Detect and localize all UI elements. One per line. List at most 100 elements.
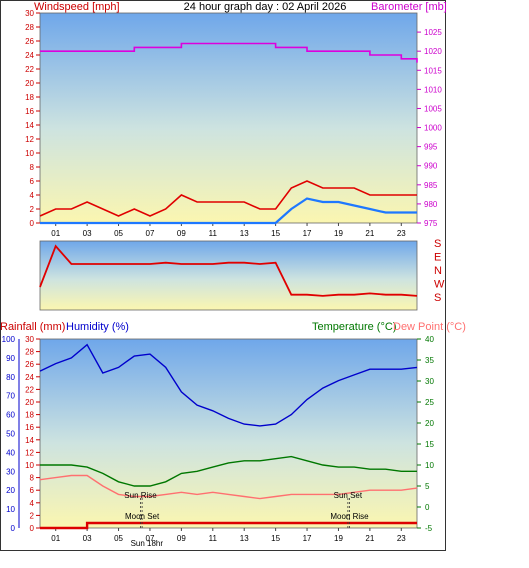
windspeed-tick-label: 4 [30,191,35,200]
rainfall-tick-label: 24 [25,373,34,382]
rainfall-tick-label: 10 [25,461,34,470]
hour-tick-label: 09 [177,534,186,543]
direction-label: N [434,265,442,277]
humidity-tick-label: 50 [6,430,15,439]
temperature-ticks: -5 0 5 10 15 20 25 30 35 40 [417,335,434,533]
direction-series [39,244,418,297]
windspeed-tick-label: 18 [25,93,34,102]
hour-tick-label: 21 [365,534,374,543]
barometer-tick-label: 980 [424,200,438,209]
barometer-tick-label: 1000 [424,124,442,133]
hour-tick-label: 17 [303,229,312,238]
rainfall-tick-label: 22 [25,385,34,394]
temp-series [39,343,418,530]
rainfall-tick-label: 28 [25,348,34,357]
rainfall-line [40,521,417,530]
rainfall-tick-label: 8 [30,474,35,483]
windspeed-tick-label: 30 [25,9,34,18]
barometer-tick-label: 1010 [424,85,442,94]
windspeed-tick-label: 0 [30,219,35,228]
wind-hour-ticks: 01 03 05 07 09 11 13 15 17 19 21 23 [51,223,406,238]
windspeed-tick-label: 28 [25,23,34,32]
dewpoint-axis-label: Dew Point (°C) [393,321,466,333]
rainfall-tick-label: 2 [30,511,35,520]
barometer-axis-label: Barometer [mb] [371,1,447,13]
barometer-ticks: 975 980 985 990 995 1000 1005 1010 1015 1020 1025 [417,28,442,228]
astro-label: Moon Set [125,512,160,521]
temperature-tick-label: -5 [425,524,433,533]
gust-line [39,180,417,217]
windspeed-tick-label: 26 [25,37,34,46]
temp-plot-area [39,338,418,529]
direction-label: S [434,238,441,250]
rainfall-tick-label: 16 [25,423,34,432]
barometer-tick-label: 985 [424,181,438,190]
humidity-tick-label: 80 [6,373,15,382]
hour-tick-label: 11 [209,229,218,238]
barometer-tick-label: 995 [424,143,438,152]
windspeed-tick-label: 8 [30,163,35,172]
windspeed-tick-label: 22 [25,65,34,74]
rainfall-tick-label: 18 [25,411,34,420]
rainfall-tick-label: 6 [30,486,35,495]
temperature-tick-label: 30 [425,377,434,386]
wind-series [39,42,418,225]
astro-label: Sun Rise [124,491,157,500]
hour-tick-label: 19 [334,534,343,543]
windspeed-tick-label: 6 [30,177,35,186]
windspeed-tick-label: 2 [30,205,35,214]
windspeed-axis-label: Windspeed [mph] [34,1,120,13]
rainfall-tick-label: 12 [25,448,34,457]
humidity-tick-label: 40 [6,448,15,457]
humidity-tick-label: 0 [11,524,16,533]
graph-title: 24 hour graph day : 02 April 2026 [184,1,347,13]
temperature-tick-label: 35 [425,356,434,365]
hour-tick-label: 01 [51,534,60,543]
rainfall-axis-label: Rainfall (mm) [0,321,65,333]
rainfall-tick-label: 0 [30,524,35,533]
direction-line [39,244,418,297]
temperature-tick-label: 10 [425,461,434,470]
rainfall-tick-label: 26 [25,360,34,369]
dewpoint-line [39,474,418,500]
humidity-tick-label: 100 [2,335,16,344]
barometer-tick-label: 1020 [424,47,442,56]
windspeed-tick-label: 12 [25,135,34,144]
direction-label: W [434,279,445,291]
hour-tick-label: 21 [365,229,374,238]
direction-label: E [434,252,441,264]
hour-tick-label: 13 [240,534,249,543]
astro-label: Sun Set [334,491,363,500]
hour-tick-label: 09 [177,229,186,238]
hour-tick-label: 11 [209,534,218,543]
hour-tick-label: 23 [397,229,406,238]
direction-label: S [434,292,441,304]
hour-tick-label: 05 [114,229,123,238]
hour-tick-label: 03 [83,534,92,543]
hour-tick-label: 13 [240,229,249,238]
humidity-ticks: 0 10 20 30 40 50 60 70 80 90 100 [2,335,20,533]
hour-tick-label: 23 [397,534,406,543]
windspeed-tick-label: 20 [25,79,34,88]
hour-tick-label: 19 [334,229,343,238]
hour-tick-label: 07 [146,534,155,543]
humidity-tick-label: 20 [6,486,15,495]
barometer-line [40,42,418,63]
astro-label: Sun 18hr [131,539,164,548]
hour-tick-label: 15 [271,229,280,238]
hour-tick-label: 03 [83,229,92,238]
humidity-tick-label: 70 [6,392,15,401]
barometer-tick-label: 1015 [424,66,442,75]
hour-tick-label: 15 [271,534,280,543]
temperature-tick-label: 20 [425,419,434,428]
astro-label: Moon Rise [330,512,369,521]
windspeed-tick-label: 24 [25,51,34,60]
hour-tick-label: 17 [303,534,312,543]
rainfall-tick-label: 30 [25,335,34,344]
humidity-axis-label: Humidity (%) [66,321,129,333]
temperature-tick-label: 25 [425,398,434,407]
barometer-tick-label: 975 [424,219,438,228]
